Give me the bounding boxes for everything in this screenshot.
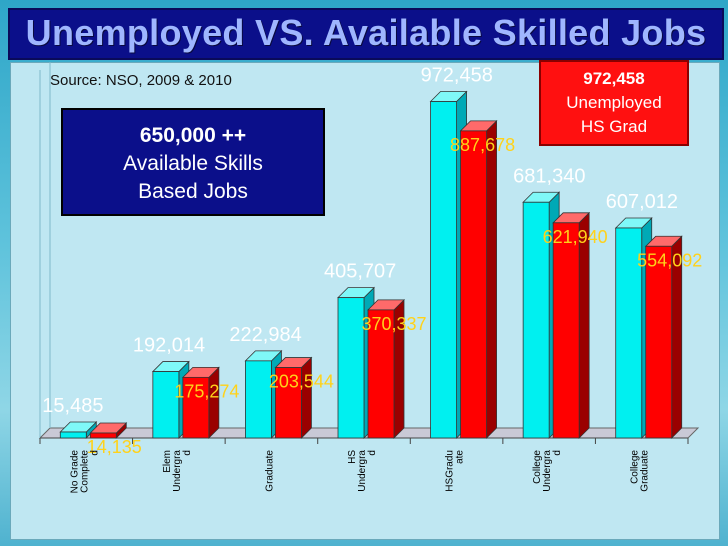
data-label-unemployed: 15,485 xyxy=(42,395,103,417)
bar-skilled-4-side xyxy=(486,119,497,439)
data-label-unemployed: 972,458 xyxy=(421,65,493,87)
title-band: Unemployed VS. Available Skilled Jobs xyxy=(8,8,724,60)
x-tick-label-line: Undergra xyxy=(542,450,553,492)
bar-unemployed-2 xyxy=(245,360,272,439)
x-tick-label-line: Complete xyxy=(79,450,90,493)
bar-unemployed-0 xyxy=(59,431,87,439)
x-tick-label-line: d xyxy=(367,450,378,456)
x-tick-label-line: Undergra xyxy=(357,450,368,492)
data-label-skilled: 370,337 xyxy=(361,314,426,334)
x-tick-label: Graduate xyxy=(264,450,275,492)
bar-skilled-3 xyxy=(367,309,395,439)
data-label-skilled: 203,544 xyxy=(269,372,334,392)
x-tick-label: Elem Undergra d xyxy=(162,450,193,492)
data-label-skilled: 14,135 xyxy=(87,437,142,457)
data-label-skilled: 887,678 xyxy=(450,135,515,155)
bar-skilled-6 xyxy=(645,245,673,439)
data-label-unemployed: 405,707 xyxy=(324,261,396,283)
x-tick-label-line: Graduate xyxy=(640,450,651,492)
x-tick-label: HS Undergra d xyxy=(347,450,378,492)
x-tick-label-line: d xyxy=(89,450,100,456)
data-label-unemployed: 222,984 xyxy=(229,324,301,346)
bar-unemployed-6 xyxy=(615,227,643,439)
data-label-skilled: 554,092 xyxy=(637,250,702,270)
x-tick-label: No Grade Complete d xyxy=(69,450,100,494)
available-jobs-label-1: Available Skills xyxy=(123,152,263,175)
data-label-skilled: 175,274 xyxy=(174,381,239,401)
bar-skilled-2 xyxy=(275,367,302,439)
data-label-unemployed: 681,340 xyxy=(513,165,585,187)
x-tick-label-line: Elem xyxy=(162,450,173,473)
data-label-unemployed: 607,012 xyxy=(606,191,678,213)
x-tick-label-line: ate xyxy=(455,450,466,464)
bar-unemployed-3 xyxy=(337,297,365,439)
bar-skilled-2-side xyxy=(301,356,312,439)
bar-skilled-0 xyxy=(89,432,117,439)
bar-skilled-1 xyxy=(182,376,210,439)
x-tick-label-line: Graduate xyxy=(264,450,275,492)
x-tick-label-line: HS xyxy=(347,450,358,464)
page-title: Unemployed VS. Available Skilled Jobs xyxy=(25,12,707,53)
x-tick-label-line: HSGradu xyxy=(445,450,456,492)
unemployed-label-2: HS Grad xyxy=(580,117,648,136)
x-tick-label: College Graduate xyxy=(630,450,651,492)
x-tick-label-line: Undergra xyxy=(172,450,183,492)
x-tick-label-line: College xyxy=(630,450,641,484)
x-tick-label-line: College xyxy=(532,450,543,484)
bar-unemployed-5 xyxy=(522,201,550,439)
x-tick-label: College Undergra d xyxy=(532,450,563,492)
bar-unemployed-1 xyxy=(152,371,180,439)
available-jobs-label-2: Based Jobs xyxy=(138,180,248,203)
data-label-skilled: 621,940 xyxy=(543,227,608,247)
available-jobs-count: 650,000 ++ xyxy=(139,124,247,147)
bar-skilled-1-side xyxy=(208,366,220,439)
x-tick-label-line: d xyxy=(552,450,563,456)
x-tick-label: HSGradu ate xyxy=(445,450,466,492)
x-tick-label-line: d xyxy=(182,450,193,456)
x-tick-label-line: No Grade xyxy=(69,450,80,494)
data-label-unemployed: 192,014 xyxy=(133,335,205,357)
bar-unemployed-4 xyxy=(430,101,457,439)
unemployed-callout: 972,458 Unemployed HS Grad xyxy=(539,60,689,146)
unemployed-count: 972,458 xyxy=(583,69,645,88)
bar-skilled-5 xyxy=(552,222,580,439)
bar-skilled-4 xyxy=(460,130,487,439)
source-note: Source: NSO, 2009 & 2010 xyxy=(50,72,232,89)
unemployed-label-1: Unemployed xyxy=(566,93,662,112)
available-jobs-callout: 650,000 ++ Available Skills Based Jobs xyxy=(61,108,325,216)
